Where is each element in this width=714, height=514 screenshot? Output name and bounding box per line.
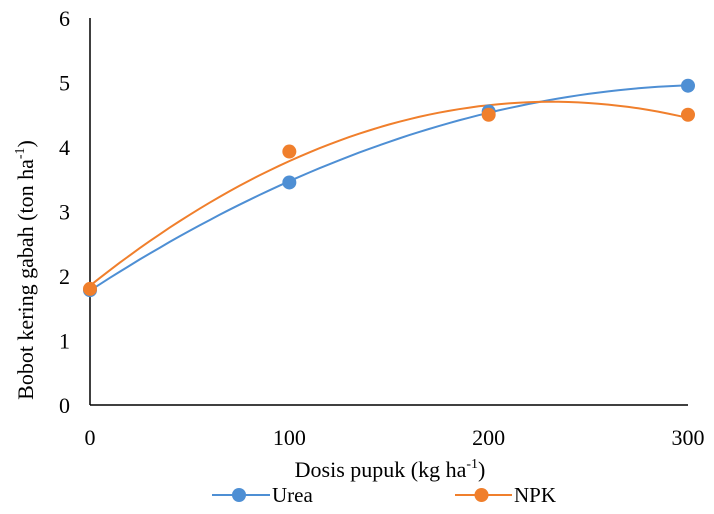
legend-label-npk: NPK [514,483,556,507]
x-tick-labels: 0 100 200 300 [85,425,705,450]
y-axis-title-sup: -1 [13,147,28,159]
x-axis-title: Dosis pupuk (kg ha-1) [295,457,486,482]
y-tick-label: 6 [59,6,70,31]
y-tick-label: 1 [59,329,70,354]
y-tick-label: 5 [59,71,70,96]
x-tick-label: 100 [273,425,306,450]
point-urea [282,175,297,190]
plot-area: 0 1 2 3 4 5 6 0 100 200 300 [59,6,705,450]
point-urea [681,78,695,93]
x-tick-label: 300 [672,425,705,450]
data-points [83,78,695,298]
x-tick-label: 200 [472,425,505,450]
y-tick-label: 2 [59,264,70,289]
x-axis-title-tail: ) [478,457,485,482]
point-npk [681,107,695,122]
point-npk [83,281,97,296]
y-tick-label: 4 [59,135,70,160]
point-npk [481,107,496,122]
trend-lines [89,84,689,292]
y-tick-labels: 0 1 2 3 4 5 6 [59,6,70,418]
legend: Urea NPK [212,483,556,507]
point-npk [282,144,297,159]
trend-line-urea [89,84,689,292]
y-axis-title: Bobot kering gabah (ton ha-1) [13,140,38,400]
y-tick-label: 3 [59,200,70,225]
trend-line-npk [89,100,689,287]
y-axis-title-tail: ) [13,140,38,147]
x-axis-title-text: Dosis pupuk (kg ha [295,457,467,482]
y-axis-title-text: Bobot kering gabah (ton ha [13,159,38,400]
y-tick-label: 0 [59,393,70,418]
x-axis-title-sup: -1 [466,457,478,472]
legend-marker-npk [474,488,489,502]
x-tick-label: 0 [85,425,96,450]
legend-marker-urea [232,488,246,502]
legend-label-urea: Urea [272,483,313,507]
